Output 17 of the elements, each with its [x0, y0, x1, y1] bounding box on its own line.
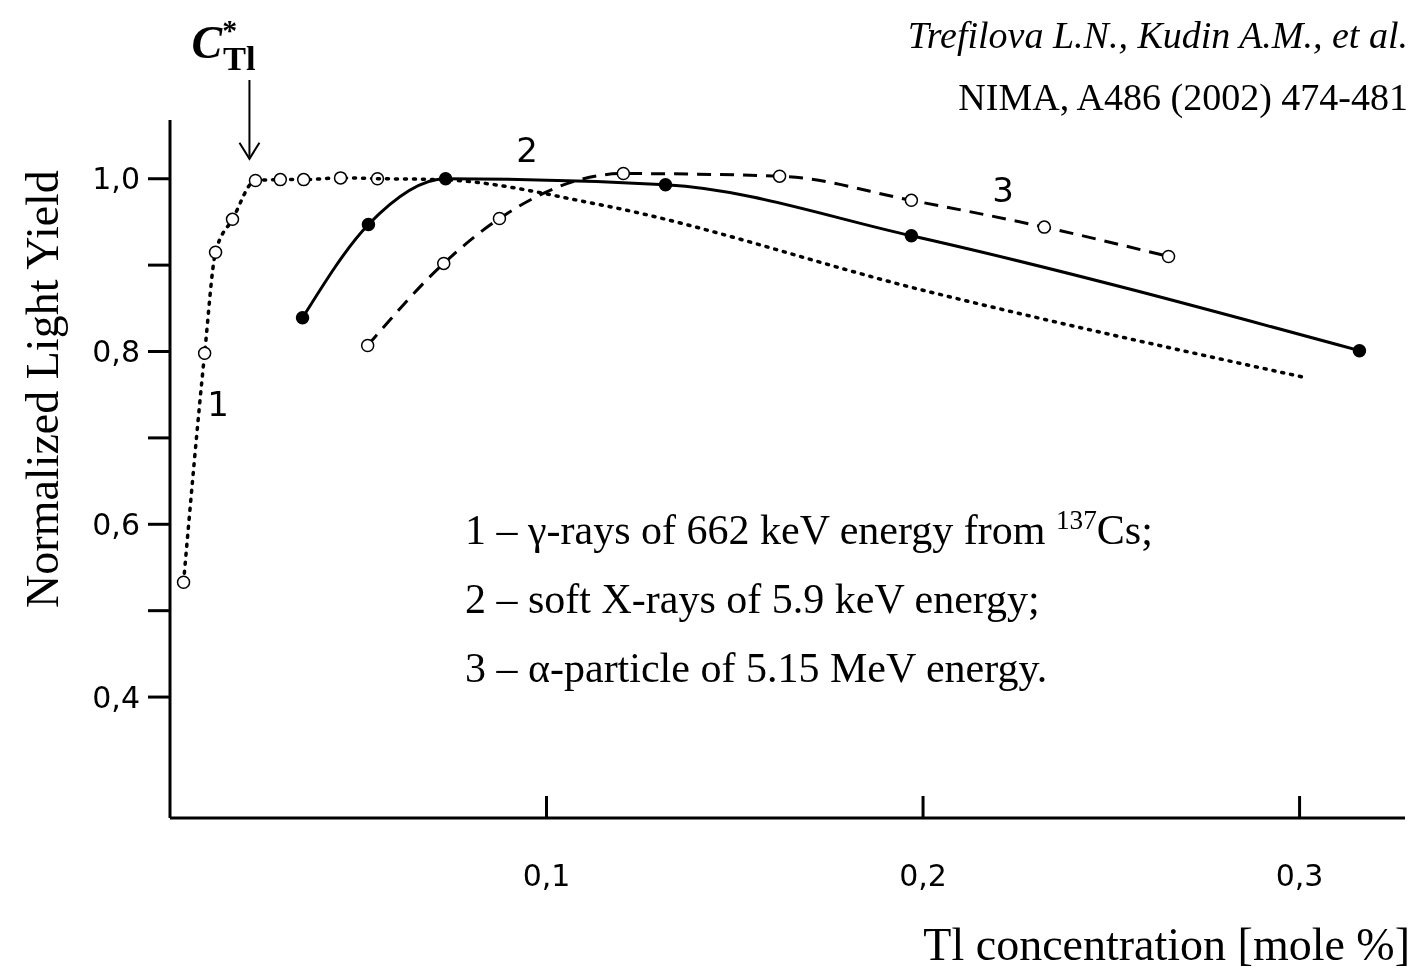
x-axis-title: Tl concentration [mole %] [923, 919, 1410, 970]
y-tick-label: 0,6 [92, 506, 140, 542]
y-axis-title: Normalized Light Yield [17, 170, 68, 608]
x-tick-label: 0,1 [522, 858, 571, 893]
x-tick-label: 0,2 [899, 858, 947, 893]
x-tick-label: 0,3 [1275, 858, 1324, 893]
text: NIMA, A486 (2002) 474-481 [958, 76, 1408, 119]
annotation: 2 [516, 129, 538, 170]
text: Trefilova L.N., Kudin A.M., et al. [907, 14, 1408, 56]
annotation: 1 – γ-rays of 662 keV energy from $^{137}$Cs; [465, 505, 1153, 553]
y-tick-label: 0,8 [92, 334, 140, 370]
annotation: 2 – soft X-rays of 5.9 keV energy; [465, 576, 1040, 622]
annotation: 3 – α-particle of 5.15 MeV energy. [465, 645, 1048, 691]
y-tick-label: 1,0 [92, 161, 140, 197]
annotation: 3 [992, 169, 1014, 210]
annotation: 1 [207, 383, 229, 424]
y-tick-label: 0,4 [92, 679, 140, 715]
